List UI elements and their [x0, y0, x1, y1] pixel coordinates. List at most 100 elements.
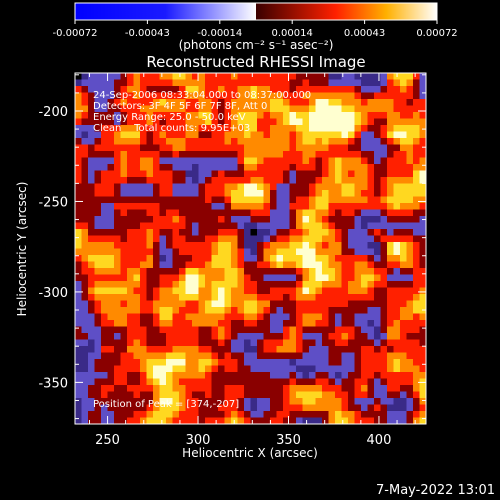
heatmap-cell — [406, 294, 414, 302]
heatmap-cell — [413, 131, 421, 139]
heatmap-cell — [296, 203, 304, 211]
heatmap-cell — [140, 86, 148, 94]
heatmap-cell — [250, 268, 258, 276]
heatmap-cell — [406, 352, 414, 360]
heatmap-cell — [244, 281, 252, 289]
heatmap-cell — [400, 320, 408, 328]
heatmap-cell — [127, 105, 135, 113]
heatmap-cell — [400, 281, 408, 289]
heatmap-cell — [289, 352, 297, 360]
heatmap-cell — [367, 209, 375, 217]
heatmap-cell — [341, 287, 349, 295]
heatmap-cell — [289, 404, 297, 412]
heatmap-cell — [276, 385, 284, 393]
annotation-peak-position: Position of Peak = [374,-207] — [93, 399, 239, 410]
heatmap-cell — [224, 157, 232, 165]
heatmap-cell — [172, 255, 180, 263]
heatmap-cell — [198, 138, 206, 146]
heatmap-cell — [328, 274, 336, 282]
heatmap-cell — [413, 164, 421, 172]
heatmap-cell — [276, 105, 284, 113]
heatmap-cell — [250, 294, 258, 302]
heatmap-cell — [231, 385, 239, 393]
heatmap-cell — [185, 118, 193, 126]
heatmap-cell — [140, 372, 148, 380]
heatmap-cell — [166, 333, 174, 341]
heatmap-cell — [309, 157, 317, 165]
heatmap-cell — [348, 255, 356, 263]
colorbar-ticks: -0.00072 -0.00043 -0.00014 0.00014 0.00043 0.… — [53, 20, 458, 39]
heatmap-cell — [328, 313, 336, 321]
heatmap-cell — [81, 190, 89, 198]
heatmap-cell — [380, 385, 388, 393]
heatmap-cell — [322, 294, 330, 302]
heatmap-cell — [101, 294, 109, 302]
heatmap-cell — [81, 326, 89, 334]
heatmap-cell — [159, 294, 167, 302]
heatmap-cell — [81, 125, 89, 133]
heatmap-cell — [328, 203, 336, 211]
heatmap-cell — [146, 274, 154, 282]
heatmap-cell — [146, 92, 154, 100]
heatmap-cell — [374, 73, 382, 81]
heatmap-cell — [354, 125, 362, 133]
heatmap-cell — [400, 235, 408, 243]
heatmap-cell — [354, 190, 362, 198]
axis-ticks: 250 300 350 400-200-250-300-350 — [38, 73, 426, 448]
heatmap-cell — [257, 216, 265, 224]
heatmap-cell — [380, 255, 388, 263]
heatmap-cell — [166, 248, 174, 256]
heatmap-cell — [413, 222, 421, 230]
heatmap-cell — [114, 203, 122, 211]
heatmap-cell — [179, 216, 187, 224]
heatmap-cell — [198, 326, 206, 334]
heatmap-cell — [198, 320, 206, 328]
heatmap-cell — [367, 151, 375, 159]
heatmap-cell — [328, 346, 336, 354]
heatmap-cell — [244, 372, 252, 380]
heatmap-cell — [289, 73, 297, 81]
heatmap-cell — [81, 229, 89, 237]
heatmap-cell — [283, 417, 291, 424]
heatmap-cell — [354, 196, 362, 204]
heatmap-cell — [374, 287, 382, 295]
heatmap-cell — [133, 411, 141, 419]
heatmap-cell — [224, 365, 232, 373]
heatmap-cell — [413, 196, 421, 204]
heatmap-cell — [133, 320, 141, 328]
heatmap-cell — [328, 385, 336, 393]
heatmap-cell — [179, 274, 187, 282]
heatmap-cell — [140, 209, 148, 217]
heatmap-cell — [146, 99, 154, 107]
heatmap-cell — [270, 326, 278, 334]
heatmap-cell — [367, 177, 375, 185]
heatmap-cell — [205, 287, 213, 295]
heatmap-cell — [400, 326, 408, 334]
heatmap-cell — [361, 222, 369, 230]
heatmap-cell — [172, 209, 180, 217]
heatmap-cell — [146, 209, 154, 217]
heatmap-cell — [224, 261, 232, 269]
heatmap-cell — [322, 352, 330, 360]
heatmap-cell — [393, 307, 401, 315]
heatmap-cell — [367, 222, 375, 230]
heatmap-cell — [81, 235, 89, 243]
heatmap-cell — [393, 365, 401, 373]
heatmap-cell — [179, 255, 187, 263]
heatmap-cell — [218, 138, 226, 146]
heatmap-cell — [328, 248, 336, 256]
heatmap-cell — [231, 170, 239, 178]
heatmap-cell — [205, 294, 213, 302]
heatmap-cell — [380, 138, 388, 146]
heatmap-cell — [250, 391, 258, 399]
heatmap-cell — [341, 352, 349, 360]
heatmap-cell — [354, 177, 362, 185]
heatmap-cell — [406, 183, 414, 191]
heatmap-cell — [283, 287, 291, 295]
heatmap-cell — [107, 326, 115, 334]
heatmap-cell — [335, 300, 343, 308]
heatmap-cell — [133, 125, 141, 133]
heatmap-cell — [322, 268, 330, 276]
heatmap-cell — [166, 398, 174, 406]
heatmap-cell — [75, 105, 83, 113]
